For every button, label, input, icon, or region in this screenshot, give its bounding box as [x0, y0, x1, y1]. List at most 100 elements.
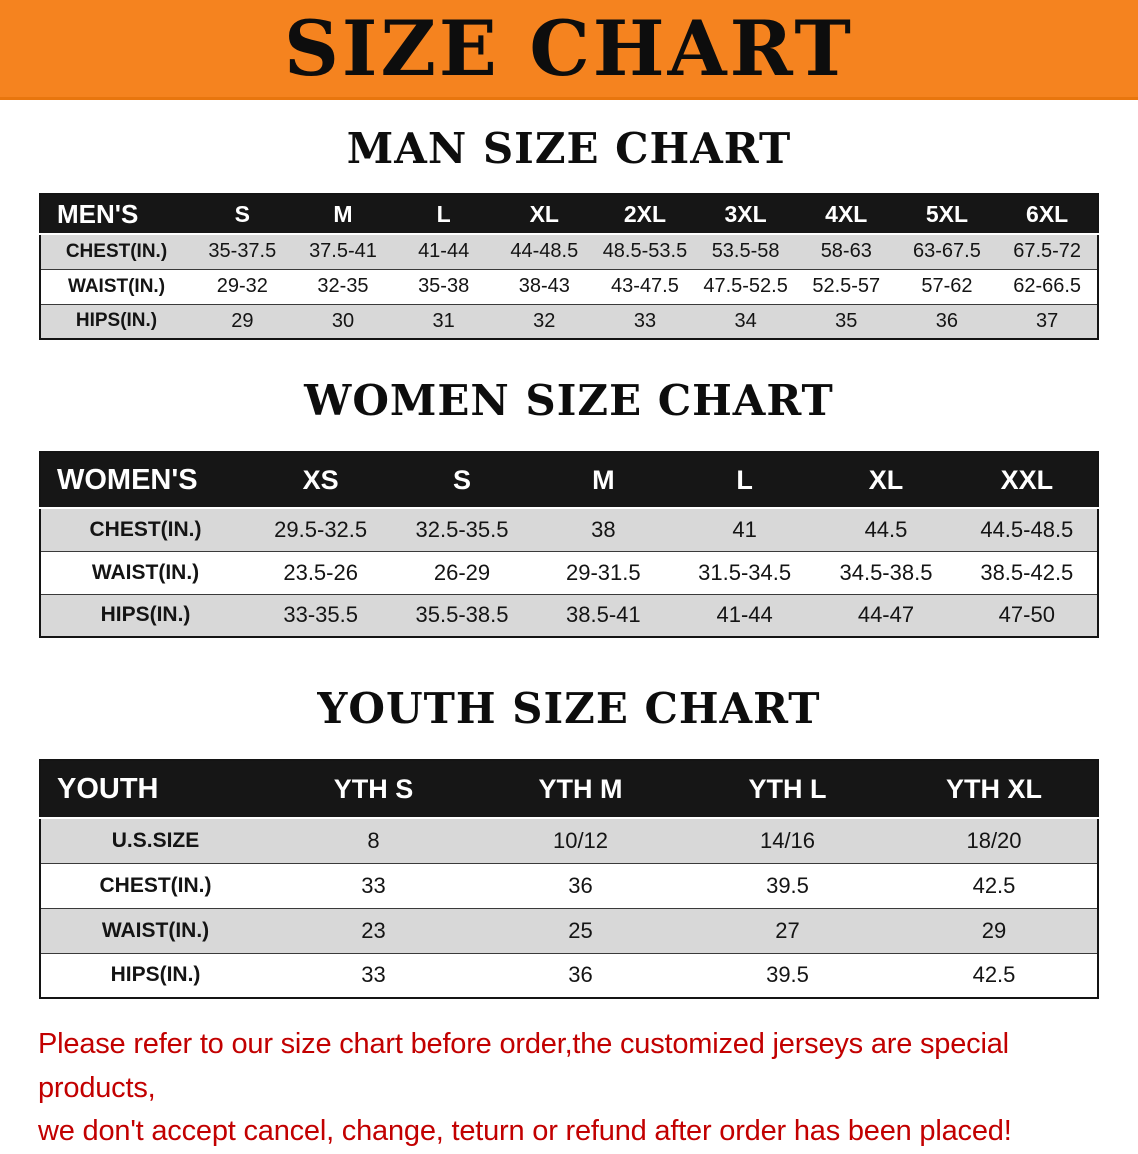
- measurement-value-cell: 47-50: [956, 593, 1098, 637]
- men-section-heading: MAN SIZE CHART: [346, 124, 792, 173]
- measurement-label-cell: WAIST(IN.): [40, 550, 250, 594]
- measurement-value-cell: 41-44: [673, 593, 816, 637]
- measurement-value-cell: 18/20: [891, 817, 1098, 863]
- youth-size-section: YOUTH SIZE CHART YOUTH YTH S YTH M YTH L YTH…: [0, 684, 1138, 999]
- measurement-value-cell: 31.5-34.5: [673, 550, 816, 594]
- measurement-value-cell: 53.5-58: [695, 233, 796, 269]
- measurement-value-cell: 33-35.5: [250, 593, 392, 637]
- size-column-header: L: [393, 194, 494, 235]
- table-title-cell: YOUTH: [40, 760, 270, 819]
- size-column-header: XL: [493, 194, 595, 235]
- measurement-value-cell: 43-47.5: [594, 268, 696, 304]
- measurement-label-cell: HIPS(IN.): [40, 303, 192, 339]
- size-column-header: XS: [250, 452, 392, 509]
- size-column-header: YTH XL: [891, 760, 1098, 819]
- measurement-value-cell: 23.5-26: [250, 550, 392, 594]
- measurement-row: HIPS(IN.) 29 30 31 32 33 34 35 36 37: [40, 303, 1098, 339]
- measurement-value-cell: 44.5-48.5: [956, 507, 1098, 551]
- size-column-header: XXL: [956, 452, 1098, 509]
- men-size-table: MEN'S S M L XL 2XL 3XL 4XL 5XL 6XL CHEST(IN.) 35-37…: [39, 193, 1099, 340]
- measurement-row: WAIST(IN.) 23 25 27 29: [40, 907, 1098, 953]
- measurement-value-cell: 37.5-41: [292, 233, 394, 269]
- measurement-value-cell: 36: [896, 303, 998, 339]
- measurement-value-cell: 33: [594, 303, 696, 339]
- women-section-heading: WOMEN SIZE CHART: [304, 376, 834, 425]
- measurement-value-cell: 31: [393, 303, 494, 339]
- size-table-header-row: WOMEN'S XS S M L XL XXL: [40, 452, 1098, 509]
- measurement-value-cell: 26-29: [391, 550, 533, 594]
- measurement-value-cell: 32: [493, 303, 595, 339]
- measurement-value-cell: 36: [477, 952, 684, 998]
- measurement-row: HIPS(IN.) 33 36 39.5 42.5: [40, 952, 1098, 998]
- measurement-value-cell: 8: [270, 817, 477, 863]
- youth-size-table: YOUTH YTH S YTH M YTH L YTH XL U.S.SIZE 8 10/12…: [39, 759, 1099, 999]
- size-column-header: 5XL: [896, 194, 998, 235]
- measurement-value-cell: 29-32: [192, 268, 293, 304]
- size-column-header: 4XL: [795, 194, 897, 235]
- measurement-value-cell: 38: [532, 507, 674, 551]
- measurement-value-cell: 48.5-53.5: [594, 233, 696, 269]
- measurement-value-cell: 29.5-32.5: [250, 507, 392, 551]
- size-column-header: YTH S: [270, 760, 477, 819]
- size-column-header: 6XL: [997, 194, 1098, 235]
- size-column-header: M: [532, 452, 674, 509]
- size-column-header: 2XL: [594, 194, 696, 235]
- measurement-row: WAIST(IN.) 23.5-26 26-29 29-31.5 31.5-34.5 34…: [40, 550, 1098, 594]
- measurement-label-cell: HIPS(IN.): [40, 952, 270, 998]
- table-title-cell: MEN'S: [40, 194, 192, 235]
- measurement-value-cell: 63-67.5: [896, 233, 998, 269]
- measurement-value-cell: 35-37.5: [192, 233, 293, 269]
- measurement-value-cell: 25: [477, 907, 684, 953]
- measurement-value-cell: 41: [673, 507, 816, 551]
- banner: SIZE CHART: [0, 0, 1138, 100]
- measurement-value-cell: 36: [477, 862, 684, 908]
- measurement-row: CHEST(IN.) 33 36 39.5 42.5: [40, 862, 1098, 908]
- measurement-value-cell: 32.5-35.5: [391, 507, 533, 551]
- youth-section-heading: YOUTH SIZE CHART: [317, 684, 821, 733]
- measurement-label-cell: WAIST(IN.): [40, 907, 270, 953]
- size-table-header-row: YOUTH YTH S YTH M YTH L YTH XL: [40, 760, 1098, 819]
- page-title: SIZE CHART: [284, 3, 854, 93]
- measurement-label-cell: CHEST(IN.): [40, 233, 192, 269]
- measurement-value-cell: 67.5-72: [997, 233, 1098, 269]
- size-column-header: XL: [815, 452, 957, 509]
- size-column-header: S: [391, 452, 533, 509]
- measurement-row: HIPS(IN.) 33-35.5 35.5-38.5 38.5-41 41-44 44-…: [40, 593, 1098, 637]
- measurement-value-cell: 32-35: [292, 268, 394, 304]
- women-size-section: WOMEN SIZE CHART WOMEN'S XS S M L XL XXL CHEST(…: [0, 376, 1138, 638]
- measurement-value-cell: 39.5: [684, 952, 891, 998]
- order-notice: Please refer to our size chart before or…: [38, 1023, 1108, 1154]
- measurement-value-cell: 47.5-52.5: [695, 268, 796, 304]
- measurement-value-cell: 42.5: [891, 952, 1098, 998]
- measurement-value-cell: 34: [695, 303, 796, 339]
- measurement-value-cell: 33: [270, 952, 477, 998]
- notice-line-1: Please refer to our size chart before or…: [38, 1028, 1009, 1104]
- measurement-value-cell: 27: [684, 907, 891, 953]
- measurement-label-cell: CHEST(IN.): [40, 507, 250, 551]
- size-table-header-row: MEN'S S M L XL 2XL 3XL 4XL 5XL 6XL: [40, 194, 1098, 235]
- measurement-value-cell: 38-43: [493, 268, 595, 304]
- measurement-row: CHEST(IN.) 35-37.5 37.5-41 41-44 44-48.5 48.5…: [40, 233, 1098, 269]
- measurement-label-cell: HIPS(IN.): [40, 593, 250, 637]
- measurement-value-cell: 58-63: [795, 233, 897, 269]
- measurement-value-cell: 39.5: [684, 862, 891, 908]
- measurement-value-cell: 52.5-57: [795, 268, 897, 304]
- measurement-value-cell: 29-31.5: [532, 550, 674, 594]
- measurement-value-cell: 37: [997, 303, 1098, 339]
- measurement-value-cell: 38.5-42.5: [956, 550, 1098, 594]
- measurement-value-cell: 57-62: [896, 268, 998, 304]
- size-column-header: YTH L: [684, 760, 891, 819]
- measurement-label-cell: WAIST(IN.): [40, 268, 192, 304]
- women-size-table: WOMEN'S XS S M L XL XXL CHEST(IN.) 29.5-32.5 32.5…: [39, 451, 1099, 638]
- size-column-header: L: [673, 452, 816, 509]
- measurement-label-cell: U.S.SIZE: [40, 817, 270, 863]
- measurement-value-cell: 30: [292, 303, 394, 339]
- measurement-value-cell: 35: [795, 303, 897, 339]
- measurement-value-cell: 29: [891, 907, 1098, 953]
- measurement-value-cell: 42.5: [891, 862, 1098, 908]
- measurement-value-cell: 23: [270, 907, 477, 953]
- measurement-row: U.S.SIZE 8 10/12 14/16 18/20: [40, 817, 1098, 863]
- measurement-row: CHEST(IN.) 29.5-32.5 32.5-35.5 38 41 44.5 44.5…: [40, 507, 1098, 551]
- measurement-value-cell: 35-38: [393, 268, 494, 304]
